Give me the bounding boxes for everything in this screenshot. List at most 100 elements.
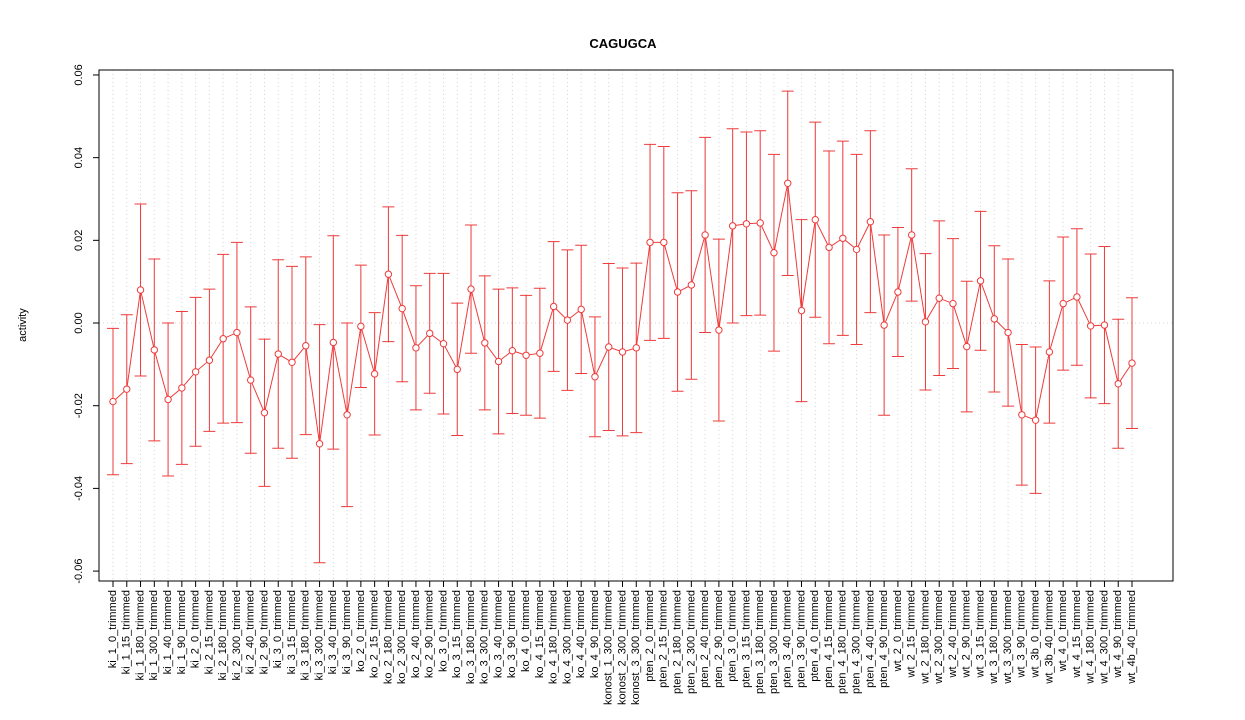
x-tick-label: wt_3_90_trimmed <box>1016 590 1028 678</box>
point <box>178 384 186 392</box>
plot-frame <box>98 69 1174 582</box>
x-tick-label: pten_2_90_trimmed <box>713 590 725 688</box>
x-tick-label: wt_2_15_trimmed <box>906 590 918 678</box>
x-tick-label: pten_3_0_trimmed <box>727 590 739 682</box>
x-tick-label: wt_2_0_trimmed <box>892 590 904 672</box>
x-tick-label: ko_4_300_trimmed <box>561 590 573 684</box>
y-tick-label: 0.00 <box>73 312 85 333</box>
point <box>797 306 806 315</box>
x-tick-label: wt_3_15_trimmed <box>974 590 986 678</box>
x-tick-label: pten_3_40_trimmed <box>782 590 794 688</box>
point <box>687 281 696 289</box>
point <box>646 238 654 247</box>
point <box>549 302 558 311</box>
point <box>990 315 998 323</box>
point <box>784 179 792 187</box>
x-tick-label: ko_3_0_trimmed <box>437 590 449 672</box>
x-tick-label: ko_2_300_trimmed <box>396 590 408 684</box>
x-tick-label: konost_1_300_trimmed <box>603 590 615 705</box>
x-tick-label: wt_2_300_trimmed <box>933 590 945 685</box>
x-tick-label: wt_4_300_trimmed <box>1098 590 1110 685</box>
point <box>398 304 406 313</box>
point <box>715 326 723 334</box>
point <box>1114 380 1122 388</box>
point <box>481 339 489 347</box>
x-tick-label: pten_3_90_trimmed <box>795 590 807 688</box>
point <box>728 222 737 230</box>
x-tick-label: ki_1_15_trimmed <box>121 590 133 674</box>
x-tick-label: pten_3_15_trimmed <box>740 590 752 688</box>
x-tick-label: wt_4_180_trimmed <box>1085 590 1097 685</box>
point <box>522 351 530 359</box>
point <box>673 288 682 296</box>
x-tick-label: pten_3_300_trimmed <box>768 590 780 694</box>
x-tick-label: pten_2_40_trimmed <box>699 590 711 688</box>
x-tick-label: wt_4b_40_trimmed <box>1126 590 1138 685</box>
x-tick-label: ko_2_40_trimmed <box>410 590 422 678</box>
x-tick-label: ki_2_180_trimmed <box>217 590 229 681</box>
point <box>591 373 599 381</box>
point <box>921 318 930 326</box>
x-tick-label: ko_2_15_trimmed <box>369 590 381 678</box>
point <box>563 316 572 324</box>
x-tick-label: pten_3_180_trimmed <box>754 590 766 694</box>
x-tick-label: ko_2_180_trimmed <box>382 590 394 684</box>
x-tick-label: pten_4_15_trimmed <box>823 590 835 688</box>
point <box>894 288 902 296</box>
chart-title: CAGUGCA <box>589 36 657 51</box>
x-tick-label: wt_2_40_trimmed <box>947 590 959 678</box>
point <box>205 356 214 364</box>
point <box>536 349 544 357</box>
point <box>770 249 778 257</box>
point <box>1018 411 1026 419</box>
point <box>1086 322 1095 330</box>
y-axis-label: activity <box>17 308 29 342</box>
point <box>343 411 351 419</box>
y-tick-label: -0.06 <box>73 559 85 584</box>
x-tick-label: wt_3b_40_trimmed <box>1043 590 1055 685</box>
point <box>247 376 255 384</box>
x-tick-label: ko_2_90_trimmed <box>424 590 436 678</box>
x-tick-label: wt_3_180_trimmed <box>988 590 1000 685</box>
point <box>274 350 282 358</box>
x-tick-label: ki_3_40_trimmed <box>327 590 339 674</box>
point <box>233 328 241 337</box>
x-tick-label: ki_2_15_trimmed <box>203 590 215 674</box>
x-tick-label: ko_3_40_trimmed <box>492 590 504 678</box>
point <box>866 218 875 226</box>
point <box>109 397 117 406</box>
point <box>302 342 310 350</box>
y-tick-label: 0.06 <box>73 64 85 85</box>
point <box>412 344 420 352</box>
x-tick-label: ki_2_0_trimmed <box>190 590 202 668</box>
x-tick-label: pten_4_300_trimmed <box>851 590 863 694</box>
point <box>150 346 159 354</box>
point <box>949 299 957 308</box>
point <box>756 219 764 227</box>
x-tick-label: ki_3_300_trimmed <box>313 590 325 681</box>
x-tick-label: ko_4_40_trimmed <box>575 590 587 678</box>
point <box>1100 321 1109 329</box>
point <box>963 342 971 351</box>
x-tick-label: wt_4_90_trimmed <box>1112 590 1124 678</box>
point <box>976 277 985 285</box>
point <box>164 395 172 404</box>
x-tick-label: ko_3_90_trimmed <box>506 590 518 678</box>
point <box>811 215 819 224</box>
point <box>1073 293 1081 301</box>
x-tick-label: ko_3_15_trimmed <box>451 590 463 678</box>
point <box>191 368 200 376</box>
point <box>439 339 448 348</box>
point <box>839 234 847 242</box>
point <box>288 358 296 366</box>
x-tick-label: wt_4_15_trimmed <box>1071 590 1083 678</box>
x-tick-label: pten_2_300_trimmed <box>685 590 697 694</box>
y-tick-label: 0.02 <box>73 230 85 251</box>
point <box>660 238 668 247</box>
x-tick-label: ko_4_15_trimmed <box>534 590 546 678</box>
x-tick-label: pten_4_0_trimmed <box>809 590 821 682</box>
point <box>825 243 833 252</box>
point <box>260 409 269 417</box>
point <box>315 440 324 448</box>
